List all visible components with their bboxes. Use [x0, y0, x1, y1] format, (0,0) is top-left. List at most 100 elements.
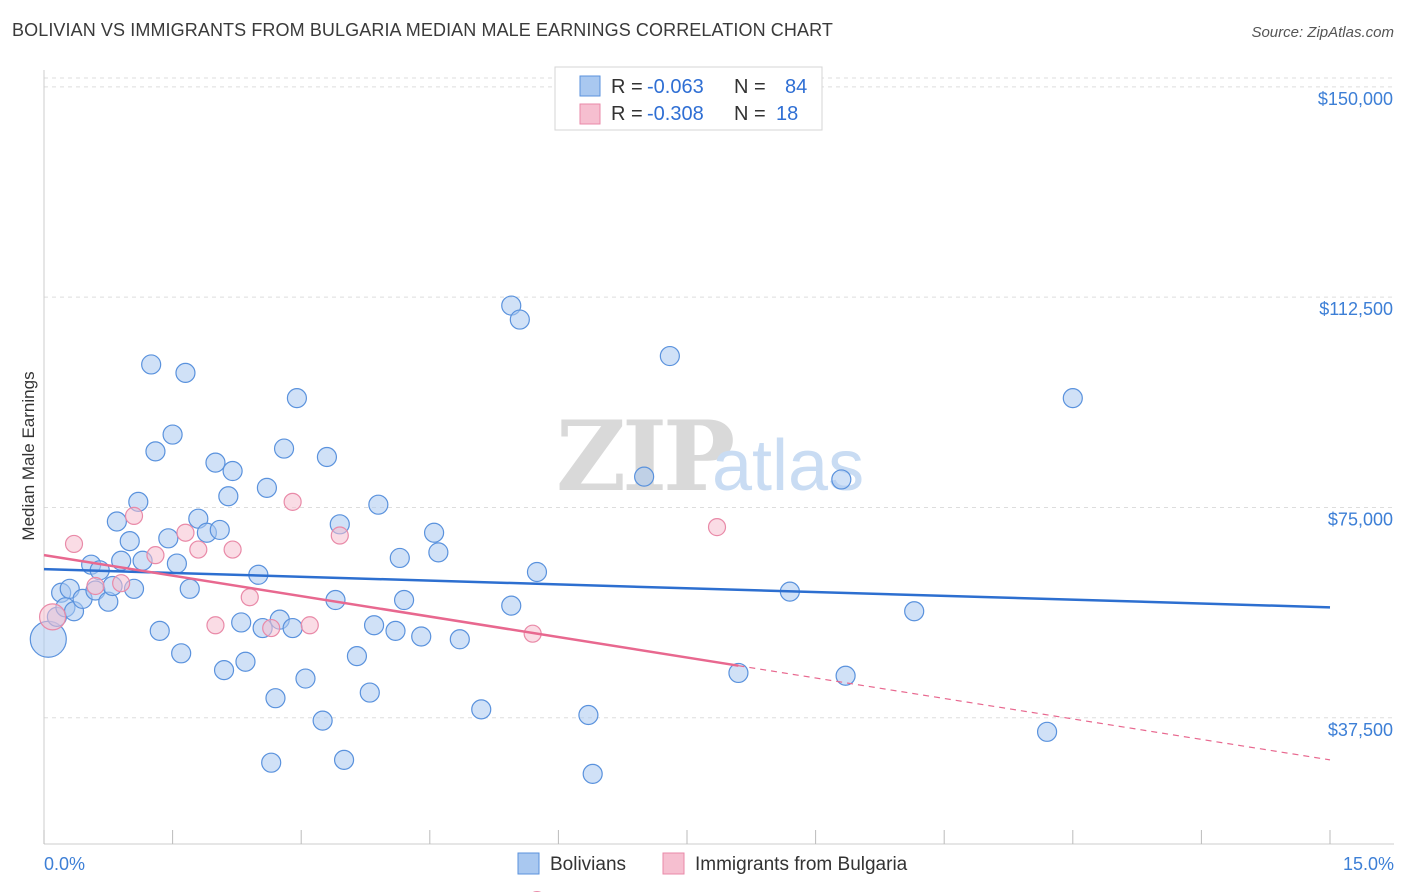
bolivian-point	[635, 467, 654, 486]
trend-line-bulgaria-dashed	[738, 666, 1330, 760]
bulgaria-point	[284, 493, 301, 510]
bolivian-point	[215, 661, 234, 680]
bolivian-point	[275, 439, 294, 458]
bolivian-point	[167, 554, 186, 573]
bulgaria-point	[263, 620, 280, 637]
bolivian-point	[335, 750, 354, 769]
legend-n-label-1: N =	[734, 103, 766, 125]
bolivian-point	[150, 621, 169, 640]
bolivian-point	[236, 652, 255, 671]
y-axis-label: Median Male Earnings	[19, 371, 38, 540]
bulgaria-point	[190, 541, 207, 558]
bolivian-point	[472, 700, 491, 719]
bolivian-point	[579, 706, 598, 725]
y-tick-label-1: $75,000	[1328, 509, 1393, 529]
bolivian-point	[1038, 722, 1057, 741]
trend-line-bulgaria-solid	[44, 555, 738, 666]
y-tick-label-3: $150,000	[1318, 89, 1393, 109]
bulgaria-point	[87, 578, 104, 595]
bolivian-point	[287, 389, 306, 408]
stats-legend: R = -0.063 N = 84 R = -0.308 N = 18	[555, 67, 822, 130]
bolivian-point	[262, 753, 281, 772]
bolivian-point	[386, 621, 405, 640]
bolivian-point	[120, 532, 139, 551]
y-tick-label-2: $112,500	[1319, 299, 1393, 319]
bolivian-point	[369, 495, 388, 514]
trend-line-bolivians	[44, 569, 1330, 607]
bulgaria-point	[331, 527, 348, 544]
legend-n-value-1: 18	[776, 103, 798, 125]
bolivian-point	[395, 591, 414, 610]
bottom-legend-swatch-bulgaria	[663, 853, 684, 874]
bolivian-point	[660, 347, 679, 366]
legend-n-label-0: N =	[734, 76, 766, 98]
bolivian-point	[159, 529, 178, 548]
bolivian-point	[836, 666, 855, 685]
bolivian-point	[527, 562, 546, 581]
bolivian-point	[510, 310, 529, 329]
bulgaria-point	[147, 547, 164, 564]
bulgaria-point	[113, 575, 130, 592]
x-ticks	[44, 830, 1330, 844]
bolivian-point	[502, 596, 521, 615]
bolivian-point	[176, 363, 195, 382]
bolivian-point	[390, 548, 409, 567]
bolivian-point	[296, 669, 315, 688]
bolivian-point	[360, 683, 379, 702]
bulgaria-point	[207, 617, 224, 634]
bolivian-point	[163, 425, 182, 444]
bolivian-point	[313, 711, 332, 730]
bottom-legend-label-bolivians: Bolivians	[550, 854, 626, 875]
watermark-zip: ZIP	[556, 400, 733, 513]
legend-n-value-0: 84	[785, 76, 807, 98]
bolivian-point	[172, 644, 191, 663]
bulgaria-point	[40, 604, 66, 630]
legend-swatch-bulgaria	[580, 104, 600, 124]
bulgaria-point	[709, 519, 726, 536]
bolivian-point	[412, 627, 431, 646]
bolivian-point	[266, 689, 285, 708]
y-tick-labels: $37,500 $75,000 $112,500 $150,000	[1318, 89, 1393, 740]
bolivian-point	[223, 462, 242, 481]
y-tick-label-0: $37,500	[1328, 720, 1393, 740]
bolivian-point	[905, 602, 924, 621]
bolivian-point	[365, 616, 384, 635]
bolivian-point	[210, 520, 229, 539]
bulgaria-point	[241, 589, 258, 606]
x-tick-label-min: 0.0%	[44, 854, 85, 874]
legend-r-value-1: -0.308	[647, 103, 704, 125]
bolivian-point	[1063, 389, 1082, 408]
bulgaria-point	[66, 535, 83, 552]
bolivian-point	[146, 442, 165, 461]
bulgaria-point	[126, 507, 143, 524]
bulgaria-point	[224, 541, 241, 558]
bolivian-point	[832, 470, 851, 489]
bolivian-point	[450, 630, 469, 649]
legend-swatch-bolivians	[580, 76, 600, 96]
series-legend: Bolivians Immigrants from Bulgaria	[518, 853, 908, 875]
legend-r-label-0: R =	[611, 76, 643, 98]
bolivian-point	[219, 487, 238, 506]
bulgaria-point	[301, 617, 318, 634]
bulgaria-point	[177, 524, 194, 541]
bolivian-point	[347, 647, 366, 666]
x-tick-label-max: 15.0%	[1343, 854, 1394, 874]
series-bolivians-points	[30, 296, 1082, 892]
bolivian-point	[425, 523, 444, 542]
bolivian-point	[107, 512, 126, 531]
bolivian-point	[317, 448, 336, 467]
bolivian-point	[206, 453, 225, 472]
watermark: ZIP atlas	[556, 400, 864, 513]
legend-r-value-0: -0.063	[647, 76, 704, 98]
bolivian-point	[257, 478, 276, 497]
watermark-atlas: atlas	[712, 426, 864, 506]
bottom-legend-swatch-bolivians	[518, 853, 539, 874]
bolivian-point	[283, 619, 302, 638]
legend-r-label-1: R =	[611, 103, 643, 125]
bolivian-point	[232, 613, 251, 632]
bolivian-point	[429, 543, 448, 562]
bolivian-point	[180, 579, 199, 598]
bottom-legend-label-bulgaria: Immigrants from Bulgaria	[695, 854, 908, 875]
bolivian-point	[142, 355, 161, 374]
scatter-chart: ZIP atlas Median Male Earnings 0.0% 15.0…	[0, 0, 1406, 892]
